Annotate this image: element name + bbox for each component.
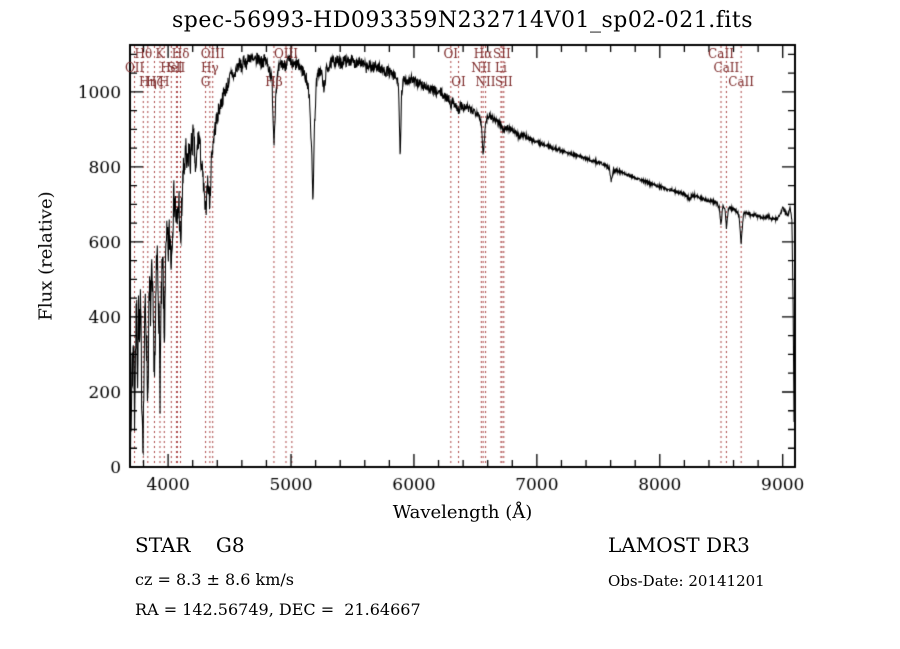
coordinates-label: RA = 142.56749, DEC = 21.64667: [135, 600, 421, 619]
plot-title: spec-56993-HD093359N232714V01_sp02-021.f…: [171, 8, 754, 33]
radial-velocity-label: cz = 8.3 ± 8.6 km/s: [135, 570, 294, 589]
y-axis-label: Flux (relative): [35, 191, 57, 321]
obs-date-label: Obs-Date: 20141201: [608, 572, 765, 590]
x-axis-label: Wavelength (Å): [392, 502, 533, 523]
survey-release-label: LAMOST DR3: [608, 533, 750, 557]
classification-label: STAR G8: [135, 533, 245, 557]
